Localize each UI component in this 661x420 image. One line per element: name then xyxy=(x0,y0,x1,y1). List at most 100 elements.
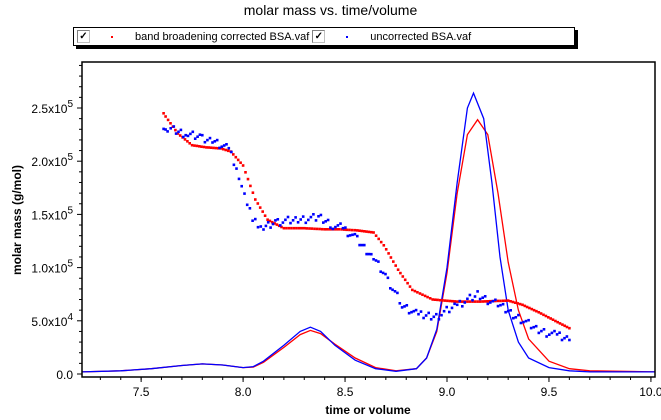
data-point-corrected xyxy=(169,122,172,125)
data-point-uncorrected xyxy=(296,221,300,224)
data-point-corrected xyxy=(511,300,515,304)
y-tick-label: 2.5x105 xyxy=(31,99,73,116)
data-point-uncorrected xyxy=(455,303,459,307)
data-point-uncorrected xyxy=(324,220,327,223)
data-point-corrected xyxy=(426,295,429,299)
data-point-uncorrected xyxy=(232,163,236,167)
data-point-uncorrected xyxy=(208,136,212,140)
data-point-uncorrected xyxy=(381,271,385,275)
data-point-uncorrected xyxy=(548,333,551,336)
data-point-corrected xyxy=(401,275,405,278)
data-point-corrected xyxy=(471,300,474,303)
data-point-uncorrected xyxy=(466,297,469,301)
data-point-uncorrected xyxy=(341,226,345,230)
data-point-uncorrected xyxy=(235,167,238,170)
data-point-corrected xyxy=(441,299,444,302)
data-point-uncorrected xyxy=(478,297,482,301)
data-point-uncorrected xyxy=(220,145,224,148)
data-point-uncorrected xyxy=(358,243,361,247)
data-point-uncorrected xyxy=(424,314,428,317)
data-point-uncorrected xyxy=(164,128,167,131)
data-point-uncorrected xyxy=(289,221,292,225)
data-point-corrected xyxy=(446,299,449,303)
data-point-uncorrected xyxy=(211,141,214,144)
data-point-uncorrected xyxy=(550,331,554,335)
data-point-uncorrected xyxy=(169,127,172,130)
data-point-corrected xyxy=(547,316,550,319)
data-point-corrected xyxy=(448,299,452,303)
data-point-uncorrected xyxy=(245,203,249,207)
data-point-corrected xyxy=(537,311,541,314)
legend-item-corrected[interactable]: ✓ band broadening corrected BSA.vaf xyxy=(74,28,309,45)
data-point-uncorrected xyxy=(524,319,528,323)
data-point-corrected xyxy=(438,298,442,302)
data-point-corrected xyxy=(379,240,383,244)
data-point-uncorrected xyxy=(196,135,199,138)
data-point-corrected xyxy=(263,214,267,217)
data-point-corrected xyxy=(384,248,388,251)
data-point-uncorrected xyxy=(266,221,270,224)
data-point-corrected xyxy=(360,229,364,233)
data-point-uncorrected xyxy=(344,226,347,229)
data-point-uncorrected xyxy=(393,290,397,293)
data-point-uncorrected xyxy=(193,137,197,140)
data-point-corrected xyxy=(178,134,182,137)
data-point-uncorrected xyxy=(198,133,202,136)
data-point-corrected xyxy=(183,138,187,141)
data-point-uncorrected xyxy=(458,299,462,303)
data-point-corrected xyxy=(236,158,240,162)
data-point-uncorrected xyxy=(339,222,342,225)
checkbox-corrected[interactable]: ✓ xyxy=(77,30,90,43)
data-point-uncorrected xyxy=(542,328,546,331)
data-point-corrected xyxy=(387,252,390,255)
checkbox-uncorrected[interactable]: ✓ xyxy=(312,30,326,43)
data-point-corrected xyxy=(214,146,218,150)
data-point-uncorrected xyxy=(346,234,350,238)
data-point-corrected xyxy=(506,299,510,302)
data-point-uncorrected xyxy=(331,227,335,231)
data-point-corrected xyxy=(568,326,571,330)
data-point-uncorrected xyxy=(555,333,559,336)
data-point-corrected xyxy=(406,281,409,285)
data-point-uncorrected xyxy=(174,132,178,135)
data-point-uncorrected xyxy=(532,325,535,329)
data-point-corrected xyxy=(399,271,402,275)
data-point-corrected xyxy=(246,177,250,181)
y-tick-label: 5.0x104 xyxy=(31,312,73,329)
data-point-corrected xyxy=(166,118,170,122)
legend-item-uncorrected[interactable]: ✓ uncorrected BSA.vaf xyxy=(309,28,471,45)
data-point-corrected xyxy=(202,145,206,149)
data-point-corrected xyxy=(554,319,557,323)
data-point-corrected xyxy=(542,313,545,317)
data-point-uncorrected xyxy=(489,301,492,304)
data-point-uncorrected xyxy=(384,272,387,276)
data-point-corrected xyxy=(261,210,264,213)
data-point-corrected xyxy=(374,234,378,237)
data-point-uncorrected xyxy=(463,301,467,304)
data-point-uncorrected xyxy=(179,128,183,132)
data-point-corrected xyxy=(348,228,351,232)
data-point-uncorrected xyxy=(412,309,416,313)
data-point-corrected xyxy=(544,314,548,318)
data-point-corrected xyxy=(254,198,257,201)
x-tick-label: 8.5 xyxy=(337,385,354,399)
data-point-corrected xyxy=(504,299,507,302)
data-point-corrected xyxy=(453,300,457,303)
data-point-uncorrected xyxy=(254,217,257,221)
data-point-uncorrected xyxy=(319,213,323,217)
data-point-uncorrected xyxy=(400,306,404,309)
data-point-corrected xyxy=(273,222,276,225)
data-point-corrected xyxy=(305,227,309,230)
data-point-uncorrected xyxy=(540,329,543,333)
data-point-corrected xyxy=(561,323,564,326)
data-point-corrected xyxy=(496,299,500,303)
data-point-uncorrected xyxy=(184,133,187,137)
data-point-uncorrected xyxy=(522,320,525,324)
data-point-corrected xyxy=(308,227,311,230)
data-point-corrected xyxy=(413,289,417,293)
data-point-corrected xyxy=(249,184,252,188)
data-point-corrected xyxy=(556,320,559,324)
y-tick-label: 0.0 xyxy=(56,368,73,382)
data-point-corrected xyxy=(530,307,534,311)
